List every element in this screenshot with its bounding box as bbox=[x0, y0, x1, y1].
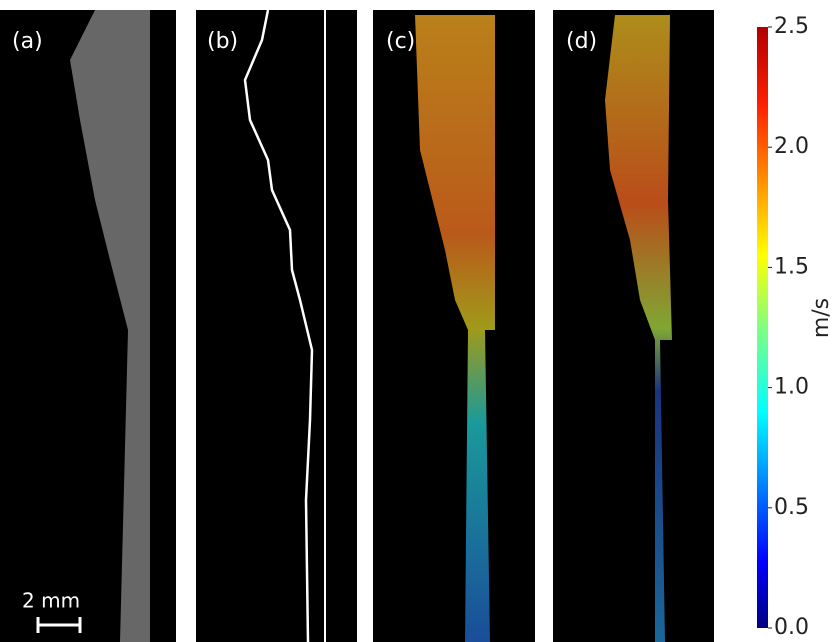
panel-label: (c) bbox=[386, 29, 415, 54]
panel-label: (a) bbox=[12, 29, 43, 54]
panel-label: (d) bbox=[566, 29, 597, 54]
colorbar-tick-label: 2.0 bbox=[774, 134, 809, 159]
colorbar-label: m/s bbox=[809, 298, 834, 338]
colorbar-tick-label: 0.5 bbox=[774, 495, 809, 520]
colorbar-tick-label: 2.5 bbox=[774, 14, 809, 39]
figure: (a) 2 mm (b) (c) (d) m/s 0.0 0.5 1.0 1.5 2.0… bbox=[0, 0, 835, 642]
panel-b bbox=[196, 10, 357, 642]
scale-bar-label: 2 mm bbox=[22, 589, 80, 613]
colorbar-tick-label: 0.0 bbox=[774, 615, 809, 640]
colorbar-tick-label: 1.0 bbox=[774, 375, 809, 400]
colorbar bbox=[757, 27, 768, 628]
panel-label: (b) bbox=[207, 29, 238, 54]
colorbar-tick-label: 1.5 bbox=[774, 254, 809, 279]
